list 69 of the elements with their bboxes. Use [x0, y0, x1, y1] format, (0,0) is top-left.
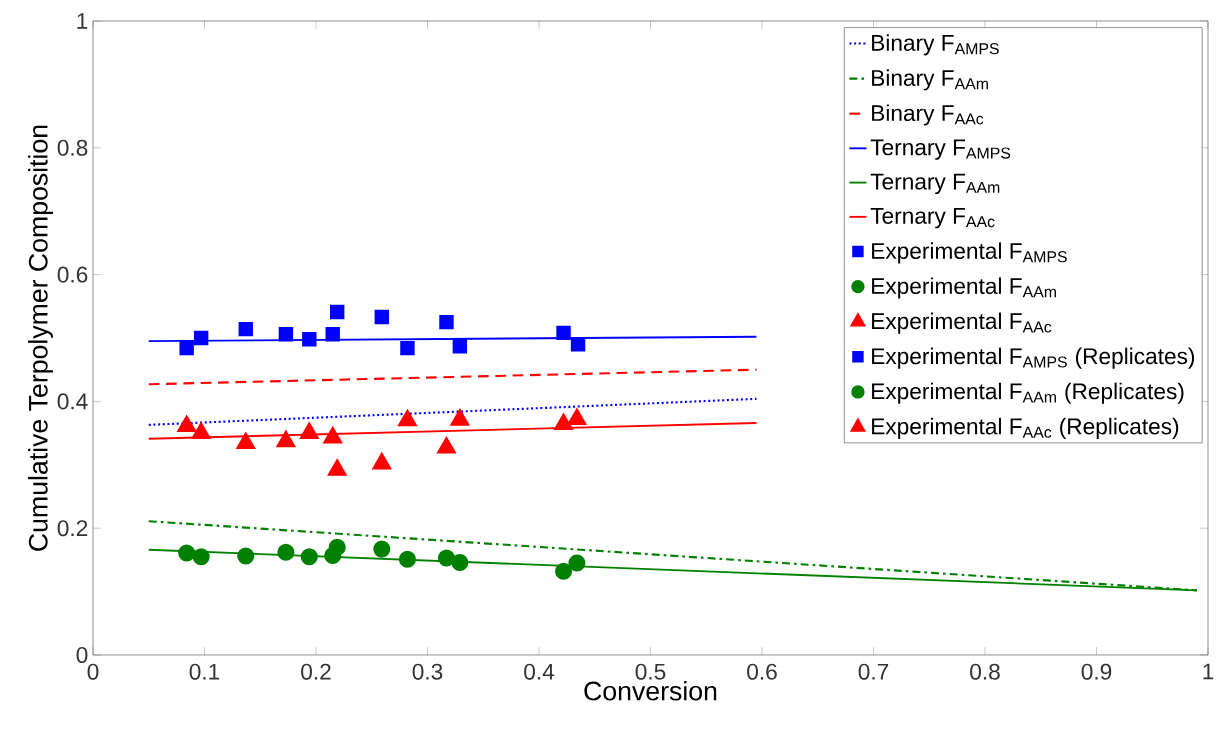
point — [556, 325, 571, 341]
point — [278, 326, 294, 342]
x-tick-label: 0.2 — [301, 663, 331, 680]
point — [238, 321, 253, 337]
point — [325, 326, 340, 342]
point — [372, 452, 392, 470]
y-tick-label: 0.6 — [57, 266, 88, 283]
y-tick-label: 0.2 — [57, 520, 88, 537]
x-tick-label: 0.3 — [412, 663, 443, 680]
point — [329, 304, 345, 320]
legend-label: Experimental F$_{AAm}$ — [872, 277, 1056, 299]
point — [398, 550, 416, 568]
point — [178, 544, 196, 562]
point — [193, 330, 209, 346]
point — [236, 432, 256, 450]
point — [237, 547, 255, 565]
point — [570, 337, 586, 352]
legend-label: Experimental F$_{AMPS}$ — [872, 242, 1067, 264]
point — [300, 548, 318, 566]
point — [439, 314, 454, 330]
point — [437, 549, 455, 567]
x-tick-label: 0.9 — [1081, 663, 1112, 680]
x-tick-label: 0.7 — [858, 663, 889, 680]
y-tick-label: 0 — [76, 646, 88, 664]
legend-label: Binary F$_{AMPS}$ — [872, 34, 999, 56]
point — [400, 340, 415, 356]
point — [555, 562, 573, 580]
legend-label: Ternary F$_{AMPS}$ — [870, 139, 1011, 160]
point — [374, 309, 389, 325]
y-axis-title: Cumulative Terpolymer Composition — [28, 125, 53, 551]
point — [327, 459, 347, 476]
x-axis-title: Conversion — [584, 680, 717, 701]
legend-label: Experimental F$_{AAc}$ — [872, 312, 1052, 334]
legend-label: Binary F$_{AAc}$ — [872, 104, 984, 126]
point — [373, 540, 391, 558]
legend-label: Ternary F$_{AAc}$ — [870, 208, 995, 229]
point — [398, 409, 417, 427]
legend-label: Experimental F$_{AMPS}$ (Replicates) — [872, 347, 1195, 369]
legend-label: Experimental F$_{AAc}$ (Replicates) — [872, 417, 1179, 439]
point — [277, 543, 295, 561]
point — [451, 553, 469, 571]
x-tick-label: 0.1 — [189, 663, 220, 680]
point — [568, 554, 586, 572]
point — [276, 430, 296, 448]
x-tick-label: 0.5 — [635, 663, 666, 680]
y-tick-label: 0.8 — [57, 139, 88, 156]
x-tick-label: 0.6 — [747, 663, 777, 680]
point — [328, 538, 346, 556]
x-tick-label: 0.8 — [970, 663, 1000, 680]
point — [191, 422, 211, 439]
point — [450, 409, 470, 426]
x-tick-label: 0 — [87, 663, 99, 680]
legend-label: Ternary F$_{AAm}$ — [870, 173, 1000, 195]
point — [192, 548, 210, 566]
point — [177, 415, 196, 432]
x-tick-label: 0.4 — [524, 663, 555, 680]
point — [452, 339, 468, 354]
legend-label: Experimental F$_{AAm}$ (Replicates) — [872, 382, 1184, 404]
x-tick-label: 1 — [1203, 663, 1214, 680]
y-tick-label: 0.4 — [57, 393, 88, 410]
y-tick-label: 1 — [77, 13, 88, 29]
point — [323, 426, 343, 444]
point — [300, 422, 319, 439]
point — [554, 413, 573, 431]
legend-label: Binary F$_{AAm}$ — [872, 69, 988, 91]
point — [437, 437, 456, 454]
point — [302, 332, 317, 347]
point — [567, 408, 587, 426]
point — [179, 340, 194, 356]
